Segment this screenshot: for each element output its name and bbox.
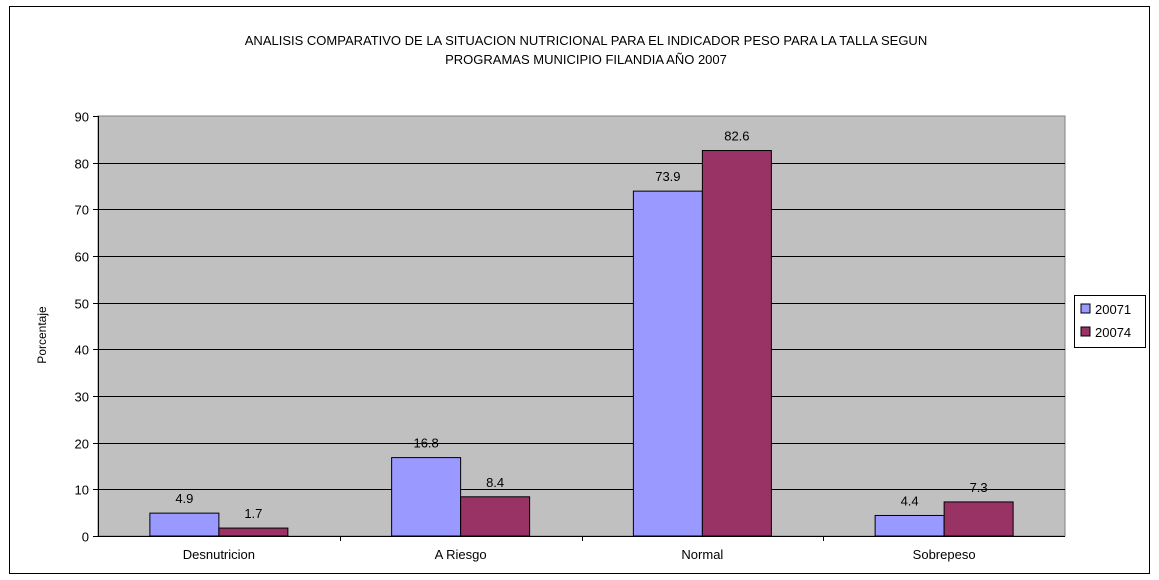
legend-label-20074: 20074 bbox=[1095, 325, 1131, 340]
bar-20074-0 bbox=[218, 527, 289, 537]
x-tick-label-1: A Riesgo bbox=[435, 547, 487, 562]
bar-20071-2 bbox=[632, 190, 703, 537]
y-axis-title: Porcentaje bbox=[35, 306, 49, 364]
chart-title-line-2: PROGRAMAS MUNICIPIO FILANDIA AÑO 2007 bbox=[445, 52, 727, 67]
y-tick-label-8: 80 bbox=[75, 157, 89, 172]
y-tick-label-3: 30 bbox=[75, 390, 89, 405]
y-tick-label-4: 40 bbox=[75, 343, 89, 358]
chart-title-line-1: ANALISIS COMPARATIVO DE LA SITUACION NUT… bbox=[245, 33, 927, 48]
data-label-20071-0: 4.9 bbox=[175, 491, 193, 506]
data-label-20071-2: 73.9 bbox=[655, 169, 680, 184]
data-label-20074-0: 1.7 bbox=[244, 506, 262, 521]
y-tick-label-1: 10 bbox=[75, 483, 89, 498]
bar-20071-3 bbox=[874, 514, 945, 537]
x-tick-label-2: Normal bbox=[681, 547, 723, 562]
legend-swatch-20071 bbox=[1080, 303, 1091, 314]
data-label-20074-1: 8.4 bbox=[486, 475, 504, 490]
x-tick-label-0: Desnutricion bbox=[183, 547, 255, 562]
data-label-20074-3: 7.3 bbox=[970, 480, 988, 495]
bar-20074-2 bbox=[701, 150, 772, 537]
data-label-20071-1: 16.8 bbox=[413, 436, 438, 451]
data-label-20074-2: 82.6 bbox=[724, 129, 749, 144]
y-tick-label-0: 0 bbox=[82, 530, 89, 545]
legend: 20071 20074 bbox=[1074, 295, 1146, 348]
x-tick-label-3: Sobrepeso bbox=[913, 547, 976, 562]
bar-20074-3 bbox=[943, 501, 1014, 537]
plot-background bbox=[97, 115, 1066, 537]
bar-20071-0 bbox=[149, 512, 220, 537]
bar-20074-1 bbox=[460, 496, 531, 537]
data-label-20071-3: 4.4 bbox=[901, 493, 919, 508]
y-tick-label-9: 90 bbox=[75, 110, 89, 125]
chart-svg: ANALISIS COMPARATIVO DE LA SITUACION NUT… bbox=[35, 33, 1146, 562]
y-tick-label-5: 50 bbox=[75, 297, 89, 312]
legend-label-20071: 20071 bbox=[1095, 302, 1131, 317]
legend-swatch-20074 bbox=[1080, 326, 1091, 337]
chart-frame: ANALISIS COMPARATIVO DE LA SITUACION NUT… bbox=[9, 6, 1150, 574]
y-tick-label-7: 70 bbox=[75, 203, 89, 218]
y-tick-label-2: 20 bbox=[75, 437, 89, 452]
y-tick-label-6: 60 bbox=[75, 250, 89, 265]
plot-area: 0 10 20 30 40 50 60 70 80 90 Desnutricion 4.9 1.7 A R… bbox=[75, 110, 1066, 562]
bar-20071-1 bbox=[391, 457, 462, 537]
